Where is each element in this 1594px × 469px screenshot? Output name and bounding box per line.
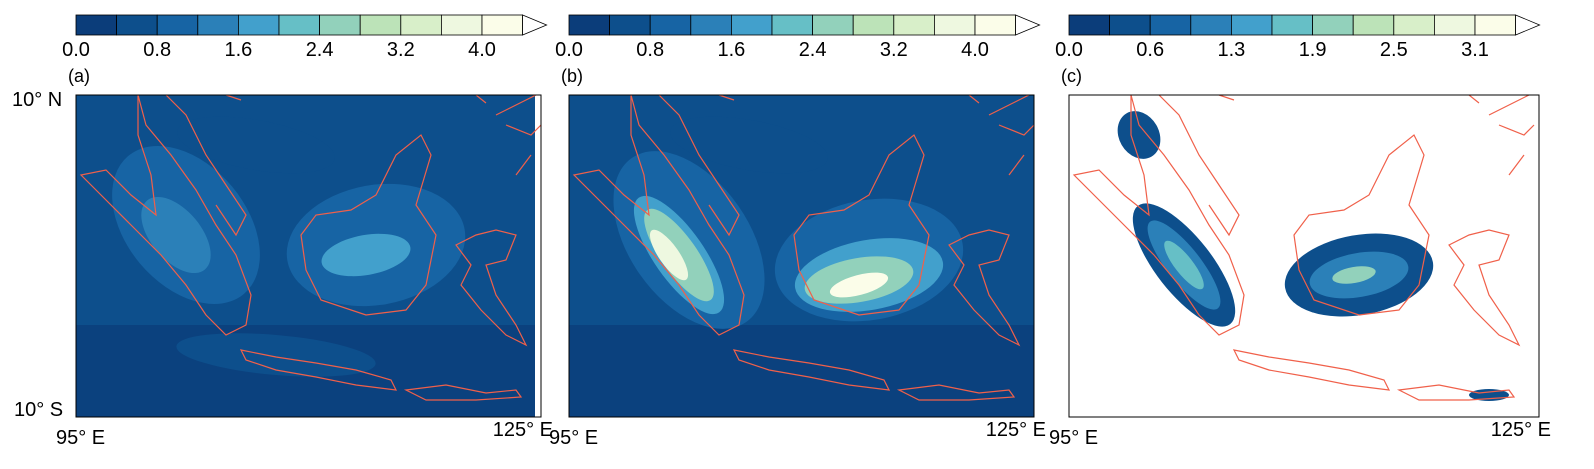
precip-region	[670, 116, 828, 174]
colorbar-swatch	[568, 14, 610, 36]
map	[568, 94, 1035, 418]
colorbar-tick-label: 1.6	[717, 39, 745, 61]
map-frame	[75, 94, 542, 418]
colorbar-swatch	[690, 14, 732, 36]
colorbar-swatch	[893, 14, 935, 36]
colorbar-swatch	[1231, 14, 1273, 36]
colorbar-tick-label: 1.3	[1217, 39, 1245, 61]
colorbar-swatch	[852, 14, 895, 36]
map	[75, 94, 542, 418]
colorbar-swatch	[237, 14, 280, 36]
map-content	[569, 95, 1034, 417]
lon-east: 125° E	[986, 419, 1046, 441]
colorbar-swatch	[731, 14, 773, 36]
colorbar-tick-label: 2.4	[799, 39, 827, 61]
panel: 0.0 0.8 1.6 2.4 3.2 4.0 (b) 95° E 125° E	[549, 14, 1046, 449]
colorbar-extend	[1015, 14, 1041, 36]
colorbar-tick-label: 0.6	[1136, 39, 1164, 61]
ocean-dark	[569, 325, 1034, 417]
colorbar: 0.0 0.6 1.3 1.9 2.5 3.1	[1055, 14, 1541, 61]
colorbar-tick-label: 2.4	[306, 39, 334, 61]
map-content	[76, 95, 541, 417]
colorbar-extend	[522, 14, 548, 36]
lon-east: 125° E	[493, 419, 553, 441]
colorbar-swatch	[1190, 14, 1232, 36]
colorbar-tick-label: 0.8	[636, 39, 664, 61]
colorbar-extend	[1515, 14, 1541, 36]
lat-south: 10° S	[14, 399, 63, 421]
colorbar-swatch	[481, 14, 523, 36]
colorbar-tick-label: 3.1	[1461, 39, 1489, 61]
colorbar-tick-label: 0.0	[555, 39, 583, 61]
colorbar-swatch	[609, 14, 651, 36]
colorbar-swatch	[319, 14, 361, 36]
colorbar-swatch	[278, 14, 320, 36]
precip-region	[1332, 266, 1376, 284]
colorbar-tick-label: 0.8	[143, 39, 171, 61]
colorbar-tick-label: 2.5	[1380, 39, 1408, 61]
panel: 0.0 0.8 1.6 2.4 3.2 4.0 (a) 95° E 125° E	[56, 14, 553, 449]
map-content	[1069, 95, 1539, 417]
map	[1068, 94, 1540, 418]
colorbar-swatch	[1109, 14, 1151, 36]
colorbar-tick-label: 0.0	[1055, 39, 1083, 61]
colorbar-swatch	[812, 14, 854, 36]
colorbar-swatch	[1474, 14, 1516, 36]
colorbar-swatch	[400, 14, 442, 36]
colorbar-tick-label: 1.6	[224, 39, 252, 61]
colorbar-swatch	[1312, 14, 1354, 36]
y-axis-labels: 10° N 10° S	[12, 89, 63, 421]
precip-region	[649, 229, 689, 281]
colorbar-swatch	[771, 14, 813, 36]
colorbar: 0.0 0.8 1.6 2.4 3.2 4.0	[62, 14, 548, 61]
panel-label: (c)	[1061, 66, 1082, 86]
lon-east: 125° E	[1491, 419, 1551, 441]
colorbar-swatch	[359, 14, 402, 36]
colorbar-tick-label: 0.0	[62, 39, 90, 61]
colorbar-swatch	[649, 14, 692, 36]
precip-region	[321, 233, 411, 277]
precip-region	[1164, 240, 1204, 290]
lat-north: 10° N	[12, 89, 62, 111]
colorbar-swatch	[934, 14, 976, 36]
precip-region	[829, 272, 889, 298]
colorbar-swatch	[974, 14, 1016, 36]
colorbar-swatch	[1434, 14, 1476, 36]
colorbar-swatch	[116, 14, 158, 36]
precip-region	[141, 196, 211, 274]
panel-label: (a)	[68, 66, 90, 86]
colorbar-tick-label: 3.2	[880, 39, 908, 61]
colorbar-tick-label: 4.0	[961, 39, 989, 61]
colorbar-swatch	[1393, 14, 1435, 36]
colorbar-swatch	[1271, 14, 1313, 36]
lon-west: 95° E	[549, 427, 598, 449]
precip-region	[177, 116, 335, 174]
colorbar-tick-label: 3.2	[387, 39, 415, 61]
lon-west: 95° E	[1049, 427, 1098, 449]
colorbar-swatch	[197, 14, 239, 36]
map-frame	[568, 94, 1035, 418]
panel: 0.0 0.6 1.3 1.9 2.5 3.1 (c) 95° E 125° E	[1049, 14, 1551, 449]
panel-label: (b)	[561, 66, 583, 86]
lon-west: 95° E	[56, 427, 105, 449]
colorbar-tick-label: 4.0	[468, 39, 496, 61]
colorbar-tick-label: 1.9	[1299, 39, 1327, 61]
edge-strip	[535, 95, 541, 417]
precip-region	[1117, 111, 1161, 159]
precip-region	[176, 333, 376, 377]
colorbar-swatch	[1068, 14, 1110, 36]
colorbar-swatch	[1149, 14, 1192, 36]
colorbar: 0.0 0.8 1.6 2.4 3.2 4.0	[555, 14, 1041, 61]
colorbar-swatch	[1352, 14, 1395, 36]
map-frame	[1068, 94, 1540, 418]
colorbar-swatch	[75, 14, 117, 36]
colorbar-swatch	[440, 14, 483, 36]
colorbar-swatch	[156, 14, 199, 36]
